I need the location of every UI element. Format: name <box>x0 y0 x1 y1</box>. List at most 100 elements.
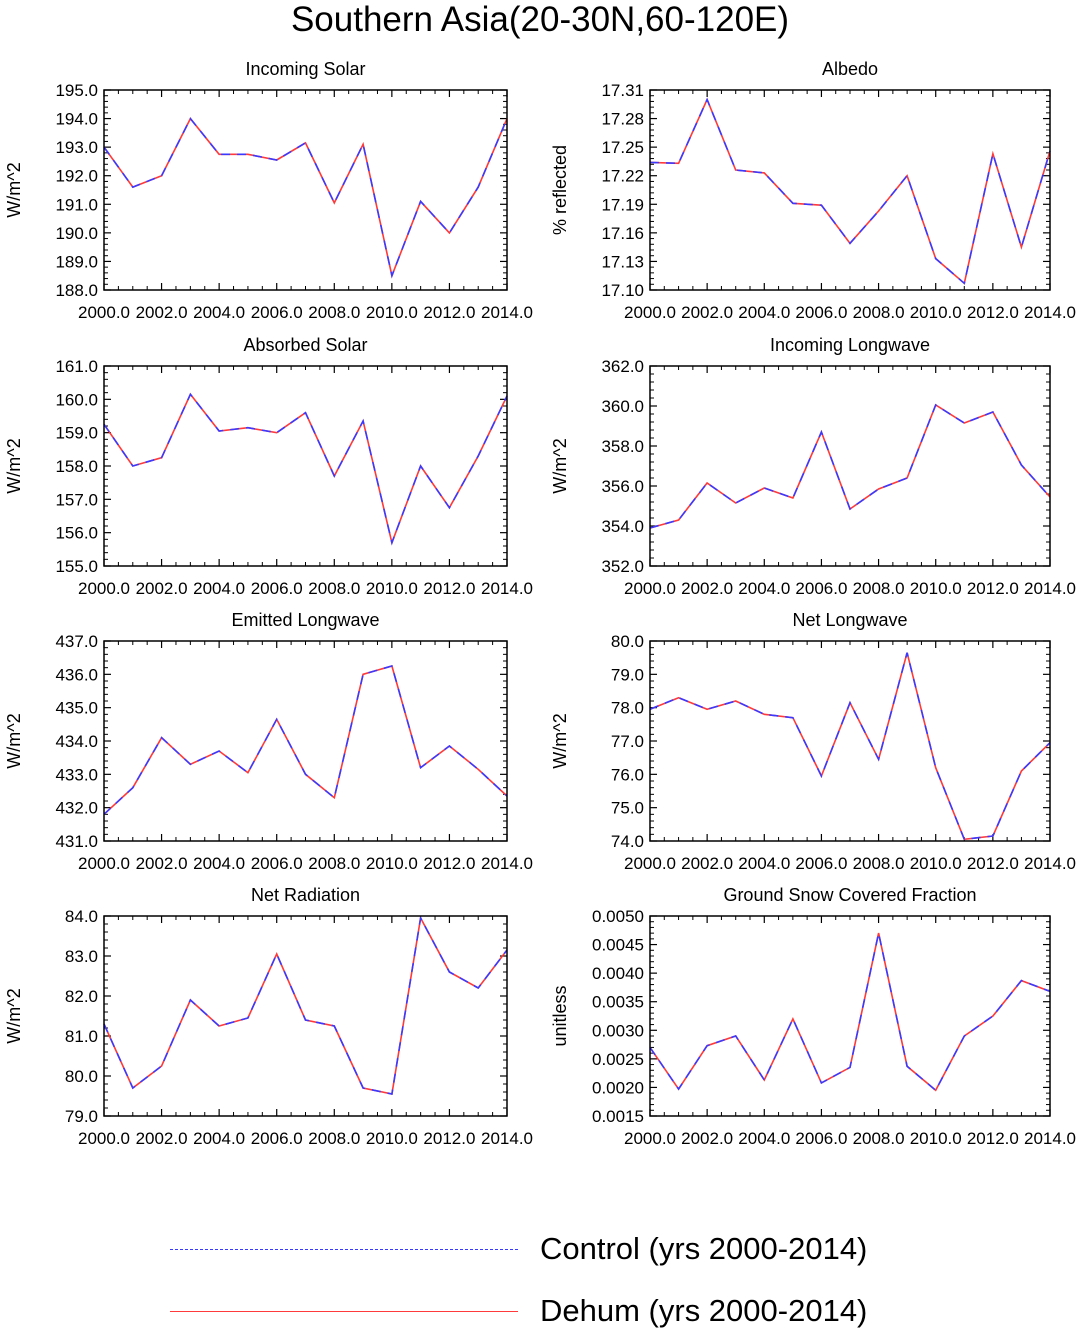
x-tick-label: 2000.0 <box>78 579 130 598</box>
series-dehum-line <box>103 117 508 279</box>
y-tick-label: 194.0 <box>55 110 98 129</box>
series-control-line <box>103 392 508 546</box>
chart-panels: Incoming Solar W/m^2 188.0 189.0 190.0 191.0 1… <box>4 59 1076 1148</box>
x-tick-label: 2012.0 <box>423 303 475 322</box>
x-tick-label: 2002.0 <box>681 579 733 598</box>
x-tick-label: 2008.0 <box>308 854 360 873</box>
x-tick-label: 2000.0 <box>624 579 676 598</box>
chart-panel-4: Incoming Longwave W/m^2 352.0 354.0 356.0 358… <box>550 335 1076 598</box>
x-tick-label: 2014.0 <box>481 854 533 873</box>
x-tick-label: 2002.0 <box>136 579 188 598</box>
y-tick-label: 356.0 <box>601 477 644 496</box>
y-tick-label: 159.0 <box>55 424 98 443</box>
y-tick-label: 437.0 <box>55 632 98 651</box>
x-tick-label: 2000.0 <box>78 1129 130 1148</box>
x-tick-label: 2004.0 <box>738 303 790 322</box>
legend-control-dashed-line <box>170 1249 518 1250</box>
series-control-line <box>649 403 1051 529</box>
y-tick-label: 17.28 <box>601 110 644 129</box>
y-tick-label: 77.0 <box>611 732 644 751</box>
plot-frame <box>103 640 508 842</box>
y-tick-label: 195.0 <box>55 81 98 100</box>
series-dehum-line <box>649 97 1051 285</box>
x-tick-label: 2000.0 <box>78 854 130 873</box>
y-tick-label: 434.0 <box>55 732 98 751</box>
y-tick-label: 156.0 <box>55 524 98 543</box>
y-axis-label: W/m^2 <box>4 713 24 768</box>
y-tick-label: 0.0040 <box>592 964 644 983</box>
x-tick-label: 2010.0 <box>366 854 418 873</box>
x-tick-label: 2008.0 <box>308 1129 360 1148</box>
x-tick-label: 2012.0 <box>967 854 1019 873</box>
y-tick-label: 17.19 <box>601 195 644 214</box>
chart-panel-1: Incoming Solar W/m^2 188.0 189.0 190.0 191.0 1… <box>4 59 533 322</box>
y-tick-label: 76.0 <box>611 765 644 784</box>
x-tick-label: 2012.0 <box>967 303 1019 322</box>
chart-panel-3: Absorbed Solar W/m^2 155.0 156.0 157.0 158.0 1… <box>4 335 533 598</box>
x-tick-label: 2004.0 <box>738 1129 790 1148</box>
y-tick-label: 79.0 <box>65 1107 98 1126</box>
legend-dehum-label: Dehum (yrs 2000-2014) <box>540 1293 868 1328</box>
y-tick-label: 189.0 <box>55 252 98 271</box>
x-tick-label: 2006.0 <box>251 854 303 873</box>
y-tick-label: 352.0 <box>601 557 644 576</box>
x-tick-label: 2008.0 <box>853 1129 905 1148</box>
y-tick-label: 74.0 <box>611 832 644 851</box>
x-tick-label: 2006.0 <box>795 1129 847 1148</box>
series-dehum-line <box>103 392 508 546</box>
y-tick-label: 0.0030 <box>592 1021 644 1040</box>
y-tick-label: 432.0 <box>55 799 98 818</box>
x-tick-label: 2002.0 <box>681 1129 733 1148</box>
x-tick-label: 2008.0 <box>853 579 905 598</box>
x-tick-label: 2010.0 <box>366 1129 418 1148</box>
x-tick-label: 2008.0 <box>308 579 360 598</box>
y-tick-label: 161.0 <box>55 357 98 376</box>
x-tick-label: 2004.0 <box>193 579 245 598</box>
x-tick-label: 2014.0 <box>481 303 533 322</box>
y-tick-label: 82.0 <box>65 987 98 1006</box>
series-control-line <box>103 117 508 279</box>
y-tick-label: 78.0 <box>611 699 644 718</box>
x-tick-label: 2004.0 <box>193 303 245 322</box>
y-tick-label: 80.0 <box>65 1067 98 1086</box>
y-tick-label: 17.22 <box>601 167 644 186</box>
y-tick-label: 431.0 <box>55 832 98 851</box>
y-tick-label: 354.0 <box>601 517 644 536</box>
y-axis-label: % reflected <box>550 145 570 235</box>
y-tick-label: 435.0 <box>55 699 98 718</box>
y-tick-label: 358.0 <box>601 437 644 456</box>
x-tick-label: 2006.0 <box>795 303 847 322</box>
series-control-line <box>649 97 1051 285</box>
x-tick-label: 2006.0 <box>251 1129 303 1148</box>
x-tick-label: 2006.0 <box>795 579 847 598</box>
y-tick-label: 436.0 <box>55 665 98 684</box>
x-tick-label: 2000.0 <box>624 303 676 322</box>
legend-control-label: Control (yrs 2000-2014) <box>540 1231 868 1266</box>
y-tick-label: 80.0 <box>611 632 644 651</box>
plot-frame <box>103 915 508 1117</box>
y-axis-label: unitless <box>550 985 570 1046</box>
y-tick-label: 0.0045 <box>592 936 644 955</box>
panel-title: Albedo <box>822 59 878 79</box>
y-tick-label: 75.0 <box>611 799 644 818</box>
y-tick-label: 84.0 <box>65 907 98 926</box>
y-tick-label: 193.0 <box>55 138 98 157</box>
x-tick-label: 2008.0 <box>853 854 905 873</box>
panel-title: Absorbed Solar <box>243 335 367 355</box>
x-tick-label: 2006.0 <box>251 303 303 322</box>
x-tick-label: 2014.0 <box>1024 303 1076 322</box>
series-control-line <box>649 652 1051 841</box>
y-tick-label: 360.0 <box>601 397 644 416</box>
y-axis-label: W/m^2 <box>550 713 570 768</box>
panel-title: Incoming Solar <box>245 59 365 79</box>
x-tick-label: 2012.0 <box>423 1129 475 1148</box>
x-tick-label: 2010.0 <box>910 579 962 598</box>
x-tick-label: 2006.0 <box>795 854 847 873</box>
y-tick-label: 155.0 <box>55 557 98 576</box>
y-tick-label: 17.25 <box>601 138 644 157</box>
plot-frame <box>649 365 1051 567</box>
y-tick-label: 0.0035 <box>592 993 644 1012</box>
y-axis-label: W/m^2 <box>550 438 570 493</box>
y-tick-label: 81.0 <box>65 1027 98 1046</box>
chart-panel-7: Net Radiation W/m^2 79.0 80.0 81.0 82.0 83.0 84… <box>4 885 533 1148</box>
